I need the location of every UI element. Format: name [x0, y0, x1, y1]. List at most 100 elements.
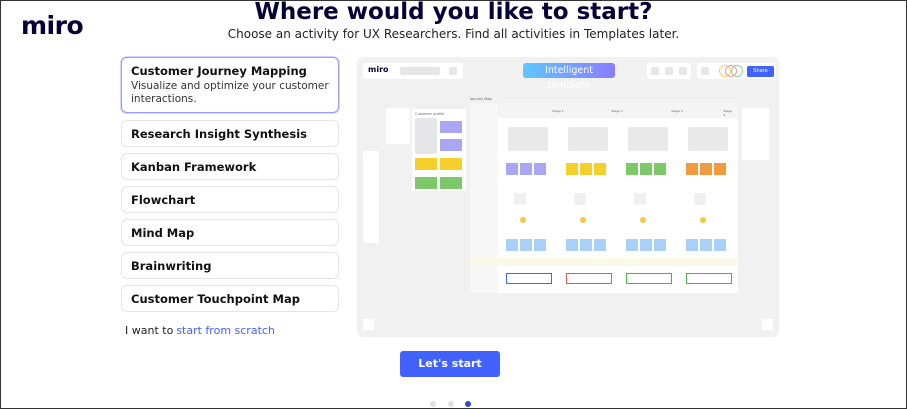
sticky-note	[626, 163, 638, 175]
emoji-icon	[520, 217, 526, 223]
activity-customer-journey-mapping[interactable]: Customer Journey Mapping Visualize and o…	[121, 57, 339, 113]
sticky-note	[580, 239, 592, 251]
story-placeholder	[568, 127, 608, 151]
menu-placeholder	[449, 67, 457, 75]
tool-placeholder	[651, 67, 659, 75]
activity-kanban-framework[interactable]: Kanban Framework	[121, 153, 339, 180]
activity-label: Research Insight Synthesis	[131, 127, 307, 141]
sticky-note	[594, 163, 606, 175]
pagination-dot-3[interactable]	[465, 401, 471, 407]
sticky-note	[440, 121, 462, 133]
activity-research-insight-synthesis[interactable]: Research Insight Synthesis	[121, 120, 339, 147]
stage-label: Stage 4	[723, 109, 732, 117]
sticky-note	[415, 158, 437, 170]
story-placeholder	[508, 127, 548, 151]
sticky-note	[440, 177, 462, 189]
preview-toolbar-tools	[647, 63, 691, 79]
tool-placeholder	[701, 67, 709, 75]
sticky-note	[686, 239, 698, 251]
preview-corner-control	[762, 319, 773, 330]
pagination-dot-1[interactable]	[430, 401, 436, 407]
opportunity-card	[566, 273, 612, 284]
sticky-note	[534, 239, 546, 251]
sticky-note	[520, 163, 532, 175]
preview-toolbar-left: miro	[363, 63, 463, 79]
sticky-note	[640, 239, 652, 251]
tool-placeholder	[665, 67, 673, 75]
start-from-scratch-link[interactable]: start from scratch	[176, 324, 275, 337]
table-header-row	[470, 103, 738, 118]
start-from-scratch: I want to start from scratch	[125, 324, 275, 337]
opportunity-card	[506, 273, 552, 284]
sticky-note	[506, 163, 518, 175]
sticky-note	[626, 239, 638, 251]
scratch-prefix: I want to	[125, 324, 174, 337]
share-button: Share	[747, 66, 774, 77]
board-title: Journey Map	[470, 97, 492, 101]
touchpoint-placeholder	[634, 193, 646, 205]
sticky-note	[506, 239, 518, 251]
touchpoint-placeholder	[694, 193, 706, 205]
preview-customer-profile: Customer profile	[412, 109, 466, 191]
sticky-note	[440, 158, 462, 170]
sticky-note	[440, 139, 462, 151]
activity-label: Flowchart	[131, 193, 196, 207]
miro-logo: miro	[21, 11, 84, 40]
touchpoint-placeholder	[514, 193, 526, 205]
sticky-note	[714, 163, 726, 175]
sticky-note	[700, 163, 712, 175]
sticky-note	[415, 177, 437, 189]
opportunity-card	[626, 273, 672, 284]
sticky-note	[566, 163, 578, 175]
avatar-icon	[731, 65, 743, 77]
emoji-icon	[640, 217, 646, 223]
pagination-dot-2[interactable]	[448, 401, 454, 407]
activity-label: Brainwriting	[131, 259, 212, 273]
preview-corner-control	[363, 319, 374, 330]
story-placeholder	[628, 127, 668, 151]
stage-label: Stage 3	[671, 109, 683, 113]
sticky-note	[566, 239, 578, 251]
activity-description: Visualize and optimize your customer int…	[131, 80, 329, 105]
table-highlight-row	[470, 258, 738, 266]
board-name-placeholder	[400, 67, 440, 75]
sticky-note	[654, 239, 666, 251]
preview-side-toolbar	[363, 151, 379, 243]
profile-title: Customer profile	[415, 112, 445, 116]
page-title: Where would you like to start?	[254, 0, 653, 25]
emoji-icon	[580, 217, 586, 223]
sticky-note	[700, 239, 712, 251]
preview-intro-card	[386, 108, 410, 144]
activity-flowchart[interactable]: Flowchart	[121, 186, 339, 213]
sticky-note	[520, 239, 532, 251]
emoji-icon	[700, 217, 706, 223]
activity-mind-map[interactable]: Mind Map	[121, 219, 339, 246]
touchpoint-placeholder	[574, 193, 586, 205]
stage-label: Stage 1	[552, 109, 564, 113]
preview-side-panel	[742, 108, 769, 160]
stage-label: Stage 2	[611, 109, 623, 113]
sticky-note	[714, 239, 726, 251]
sticky-note	[534, 163, 546, 175]
activity-label: Kanban Framework	[131, 160, 257, 174]
story-placeholder	[688, 127, 728, 151]
profile-photo-placeholder	[415, 118, 437, 154]
activity-label: Customer Journey Mapping	[131, 64, 307, 78]
sticky-note	[654, 163, 666, 175]
opportunity-card	[686, 273, 732, 284]
journey-map-table: Stage 1 Stage 2 Stage 3 Stage 4	[470, 103, 738, 293]
intelligent-template-badge: Intelligent template	[523, 63, 615, 91]
activity-label: Customer Touchpoint Map	[131, 292, 300, 306]
lets-start-button[interactable]: Let's start	[400, 351, 500, 377]
sticky-note	[640, 163, 652, 175]
preview-logo: miro	[368, 65, 389, 74]
sticky-note	[686, 163, 698, 175]
activity-label: Mind Map	[131, 226, 195, 240]
activity-customer-touchpoint-map[interactable]: Customer Touchpoint Map	[121, 285, 339, 312]
template-preview: miro Intelligent template Share Customer…	[357, 57, 779, 337]
activity-brainwriting[interactable]: Brainwriting	[121, 252, 339, 279]
tool-placeholder	[679, 67, 687, 75]
page-subtitle: Choose an activity for UX Researchers. F…	[227, 27, 680, 41]
sticky-note	[594, 239, 606, 251]
sticky-note	[580, 163, 592, 175]
